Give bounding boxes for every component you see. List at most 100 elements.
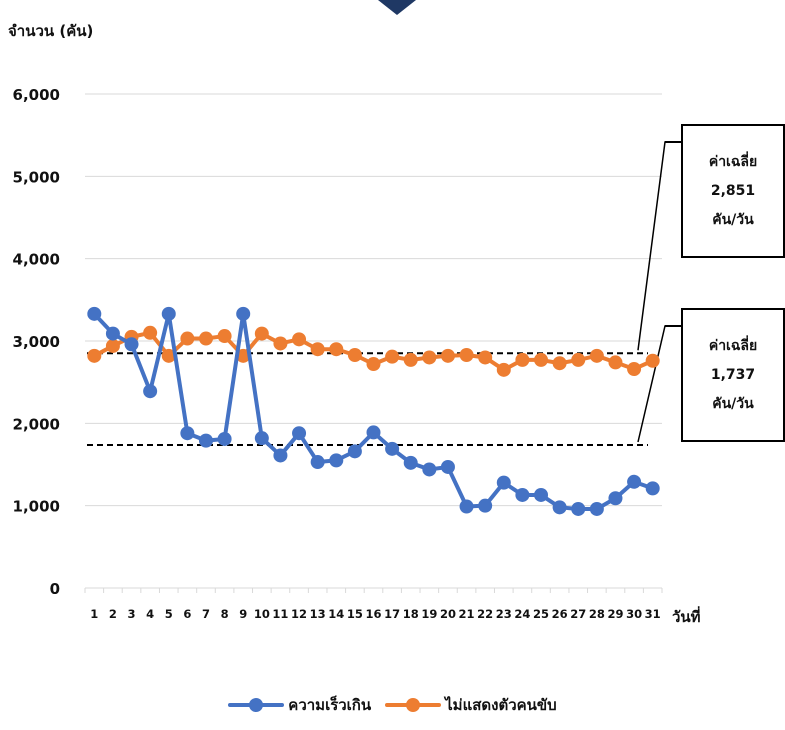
- legend-label-speeding: ความเร็วเกิน: [288, 696, 372, 714]
- x-tick-label: 8: [221, 607, 229, 621]
- data-point: [143, 384, 158, 399]
- data-point: [496, 362, 511, 377]
- data-point: [329, 453, 344, 468]
- x-tick-label: 2: [109, 607, 117, 621]
- x-tick-label: 20: [440, 607, 456, 621]
- x-tick-label: 9: [239, 607, 247, 621]
- series-1: [87, 325, 660, 377]
- data-point: [124, 337, 139, 352]
- data-point: [422, 462, 437, 477]
- data-point: [645, 353, 660, 368]
- data-point: [198, 433, 213, 448]
- data-point: [161, 348, 176, 363]
- x-tick-label: 17: [384, 607, 400, 621]
- x-tick-label: 10: [254, 607, 270, 621]
- data-point: [627, 474, 642, 489]
- legend-item-no-driver-shown: ไม่แสดงตัวคนขับ: [385, 693, 557, 717]
- data-point: [217, 329, 232, 344]
- callout-title: ค่าเฉลี่ย: [708, 153, 758, 170]
- data-point: [161, 306, 176, 321]
- legend-item-speeding: ความเร็วเกิน: [228, 693, 371, 717]
- callout-connector: [637, 325, 681, 443]
- x-axis-tick-labels: 1 2 3 4 5 6 7 8 9 10 11 12 13 14 15 16 17 18 19 20 21 22 23 24 2…: [90, 607, 660, 621]
- data-point: [571, 501, 586, 516]
- x-tick-label: 6: [183, 607, 191, 621]
- average-callout-speeding-no-driver: ค่าเฉลี่ย 2,851 คัน/วัน: [681, 124, 785, 258]
- series-line: [92, 311, 655, 511]
- data-point: [347, 444, 362, 459]
- data-point: [589, 501, 604, 516]
- callout-value: 1,737: [710, 366, 756, 383]
- data-point: [403, 455, 418, 470]
- legend-swatch-speeding: [228, 695, 285, 715]
- x-tick-label: 7: [202, 607, 210, 621]
- x-tick-label: 15: [347, 607, 363, 621]
- legend: ความเร็วเกิน ไม่แสดงตัวคนขับ: [0, 693, 785, 717]
- x-tick-label: 29: [607, 607, 623, 621]
- callout-title: ค่าเฉลี่ย: [708, 337, 758, 354]
- data-point: [310, 455, 325, 470]
- y-axis-title: จำนวน (คัน): [8, 22, 93, 40]
- x-tick-label: 23: [496, 607, 512, 621]
- x-tick-label: 14: [328, 607, 344, 621]
- y-tick-label: 4,000: [13, 251, 60, 269]
- data-point: [273, 336, 288, 351]
- data-point: [292, 426, 307, 441]
- legend-label-no-driver-shown: ไม่แสดงตัวคนขับ: [445, 696, 557, 714]
- x-tick-label: 5: [165, 607, 173, 621]
- x-tick-label: 12: [291, 607, 307, 621]
- y-tick-label: 1,000: [13, 498, 60, 516]
- data-point: [552, 356, 567, 371]
- x-tick-label: 30: [626, 607, 642, 621]
- data-point: [105, 338, 120, 353]
- x-tick-label: 27: [570, 607, 586, 621]
- top-marker-shape: [378, 0, 416, 15]
- data-point: [515, 352, 530, 367]
- x-tick-label: 26: [552, 607, 568, 621]
- data-point: [347, 347, 362, 362]
- data-point: [273, 448, 288, 463]
- callout-unit: คัน/วัน: [712, 211, 754, 228]
- x-tick-label: 13: [310, 607, 326, 621]
- series-layer: [87, 306, 660, 516]
- data-point: [385, 349, 400, 364]
- x-axis: [84, 587, 663, 593]
- callout-value: 2,851: [710, 182, 756, 199]
- data-point: [87, 348, 102, 363]
- x-tick-label: 21: [459, 607, 475, 621]
- y-tick-label: 6,000: [13, 86, 60, 104]
- x-tick-label: 16: [365, 607, 381, 621]
- data-point: [180, 331, 195, 346]
- data-point: [329, 342, 344, 357]
- data-point: [608, 355, 623, 370]
- data-point: [403, 352, 418, 367]
- average-callout-speeding: ค่าเฉลี่ย 1,737 คัน/วัน: [681, 308, 785, 442]
- data-point: [459, 347, 474, 362]
- data-point: [105, 326, 120, 341]
- data-point: [198, 331, 213, 346]
- data-point: [552, 500, 567, 515]
- data-point: [589, 348, 604, 363]
- x-tick-label: 19: [421, 607, 437, 621]
- x-tick-label: 3: [128, 607, 136, 621]
- callout-unit: คัน/วัน: [712, 395, 754, 412]
- gridlines: [85, 93, 662, 507]
- data-point: [627, 361, 642, 376]
- data-point: [440, 459, 455, 474]
- x-tick-label: 4: [146, 607, 154, 621]
- data-point: [180, 426, 195, 441]
- series-0: [87, 306, 660, 516]
- data-point: [496, 475, 511, 490]
- x-tick-label: 31: [645, 607, 661, 621]
- callout-connector: [637, 141, 681, 351]
- data-point: [385, 441, 400, 456]
- data-point: [366, 425, 381, 440]
- callout-connectors: [637, 141, 681, 443]
- data-point: [310, 342, 325, 357]
- data-point: [217, 431, 232, 446]
- data-point: [236, 306, 251, 321]
- average-reference-lines: [87, 352, 648, 446]
- data-point: [571, 352, 586, 367]
- y-axis-tick-labels: 0 1,000 2,000 3,000 4,000 5,000 6,000: [13, 86, 60, 598]
- data-point: [254, 326, 269, 341]
